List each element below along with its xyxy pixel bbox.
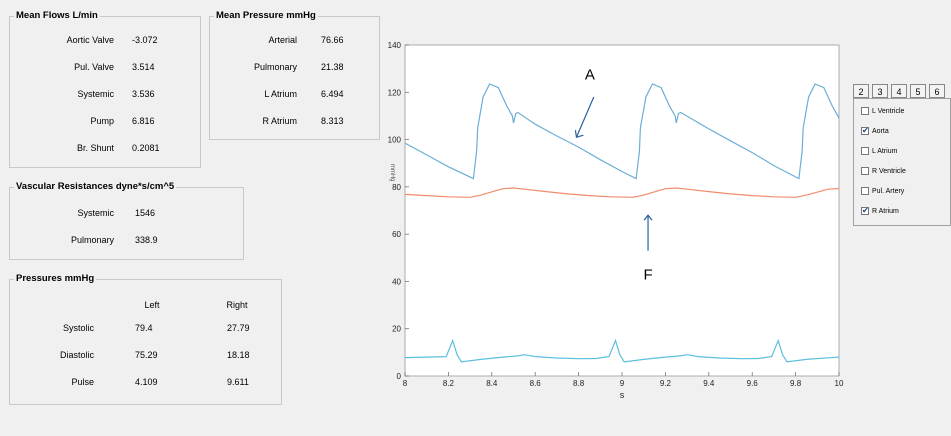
x-tick-label: 9.2: [660, 379, 672, 388]
y-axis-label: mmHg: [389, 164, 395, 182]
x-tick-label: 10: [835, 379, 844, 388]
mean-pressure-title: Mean Pressure mmHg: [214, 10, 318, 21]
annotation-a-arrowhead: [574, 130, 584, 138]
trace-checkbox-row[interactable]: Pul. Artery: [861, 187, 904, 195]
mean-flows-label: Br. Shunt: [76, 143, 114, 153]
trace-checkbox-label: R Atrium: [872, 207, 899, 215]
checkbox-unchecked[interactable]: [861, 107, 869, 115]
mean-flows-title: Mean Flows L/min: [14, 10, 100, 21]
trace-select-panel: L Ventricle ✔ Aorta L Atrium R Ventricle Pul.…: [853, 98, 951, 226]
pressure-chart: 8 8.2 8.4 8.6 8.8 9 9.2 9.4 9.6 9.8 10020406080100…: [388, 41, 844, 400]
vascular-resistances-title: Vascular Resistances dyne*s/cm^5: [14, 181, 177, 192]
checkbox-unchecked[interactable]: [861, 187, 869, 195]
trace-checkbox-label: Pul. Artery: [872, 187, 905, 195]
mean-flows-value: 6.816: [132, 116, 155, 126]
y-tick-label: 120: [388, 88, 402, 97]
mean-pressure-label: R Atrium: [262, 116, 297, 126]
pressures-header-left: Left: [144, 300, 160, 310]
checkbox-checked[interactable]: ✔: [861, 126, 869, 135]
vascular-resistance-value: 1546: [135, 208, 156, 218]
pressures-right-value: 9.611: [227, 377, 249, 387]
x-tick-label: 8.6: [530, 379, 542, 388]
x-tick-label: 8.4: [486, 379, 498, 388]
x-axis-label: s: [620, 390, 625, 400]
vascular-resistance-label: Systemic: [77, 208, 114, 218]
x-tick-label: 9.6: [747, 379, 759, 388]
pressures-label: Pulse: [71, 377, 94, 387]
x-tick-label: 8: [403, 379, 408, 388]
mean-flows-label: Pul. Valve: [74, 62, 114, 72]
annotation-f: F: [643, 266, 652, 283]
series-line-2: [404, 338, 840, 363]
y-tick-label: 40: [392, 277, 401, 286]
x-tick-label: 9.8: [790, 379, 802, 388]
plot-area: 8 8.2 8.4 8.6 8.8 9 9.2 9.4 9.6 9.8 10 0 20 40 60 80 100…: [380, 18, 951, 434]
series-line-0: [404, 83, 840, 180]
tab-3[interactable]: 3: [872, 84, 888, 98]
mean-pressure-value: 21.38: [321, 62, 344, 72]
mean-flows-panel: Mean Flows L/min Aortic Valve -3.072 Pul. …: [9, 10, 201, 168]
y-tick-label: 60: [392, 230, 401, 239]
tab-6[interactable]: 6: [929, 84, 945, 98]
trace-checkbox-label: R Ventricle: [872, 167, 906, 175]
y-tick-label: 80: [392, 183, 401, 192]
mean-flows-value: 0.2081: [132, 143, 160, 153]
checkbox-checked[interactable]: ✔: [861, 206, 869, 215]
y-tick-label: 0: [397, 372, 402, 381]
pressures-left-value: 4.109: [135, 377, 158, 387]
pressures-left-value: 75.29: [135, 350, 158, 360]
x-tick-label: 9: [620, 379, 625, 388]
mean-flows-label: Systemic: [77, 89, 114, 99]
x-tick-label: 9.4: [703, 379, 715, 388]
trace-checkbox-row[interactable]: L Atrium: [861, 147, 897, 155]
trace-checkbox-label: L Ventricle: [872, 107, 905, 115]
trace-checkbox-row[interactable]: ✔ Aorta: [861, 127, 889, 135]
mean-flows-value: 3.536: [132, 89, 155, 99]
pressures-panel: Pressures mmHg Left Right Systolic 79.4 27…: [9, 273, 282, 405]
pressures-right-value: 18.18: [227, 350, 250, 360]
mean-pressure-label: Pulmonary: [253, 62, 297, 72]
tab-5[interactable]: 5: [910, 84, 926, 98]
series-line-1: [404, 187, 840, 198]
y-tick-label: 20: [392, 325, 401, 334]
y-tick-label: 140: [388, 41, 402, 50]
trace-checkbox-label: Aorta: [872, 127, 889, 135]
pressures-left-value: 79.4: [135, 323, 153, 333]
trace-checkbox-row[interactable]: R Ventricle: [861, 167, 906, 175]
mean-pressure-panel: Mean Pressure mmHg Arterial 76.66 Pulmonar…: [209, 10, 380, 140]
vascular-resistances-panel: Vascular Resistances dyne*s/cm^5 Systemi…: [9, 181, 244, 260]
y-tick-label: 100: [388, 136, 402, 145]
trace-checkbox-row[interactable]: ✔ R Atrium: [861, 207, 899, 215]
mean-pressure-value: 6.494: [321, 89, 344, 99]
mean-flows-label: Pump: [90, 116, 114, 126]
vascular-resistance-value: 338.9: [135, 235, 158, 245]
x-tick-label: 8.8: [573, 379, 585, 388]
mean-pressure-label: Arterial: [268, 35, 297, 45]
mean-flows-label: Aortic Valve: [66, 35, 114, 45]
annotation-a-arrow: [575, 96, 595, 138]
pressures-label: Diastolic: [59, 350, 94, 360]
mean-pressure-label: L Atrium: [264, 89, 297, 99]
mean-flows-value: -3.072: [132, 35, 158, 45]
vascular-resistance-label: Pulmonary: [70, 235, 114, 245]
trace-checkbox-label: L Atrium: [872, 147, 898, 155]
mean-pressure-value: 8.313: [321, 116, 344, 126]
tab-2[interactable]: 2: [853, 84, 869, 98]
plot-axes-box: [404, 44, 840, 377]
x-tick-label: 8.2: [443, 379, 455, 388]
pressures-title: Pressures mmHg: [14, 273, 97, 284]
checkbox-unchecked[interactable]: [861, 167, 869, 175]
checkbox-unchecked[interactable]: [861, 147, 869, 155]
mean-flows-value: 3.514: [132, 62, 155, 72]
mean-pressure-value: 76.66: [321, 35, 344, 45]
trace-checkbox-row[interactable]: L Ventricle: [861, 107, 904, 115]
pressures-label: Systolic: [62, 323, 94, 333]
pressures-right-value: 27.79: [227, 323, 250, 333]
pressures-header-right: Right: [226, 300, 248, 310]
annotation-a: A: [585, 67, 595, 84]
tab-4[interactable]: 4: [891, 84, 907, 98]
annotation-f-arrowhead: [643, 214, 653, 221]
